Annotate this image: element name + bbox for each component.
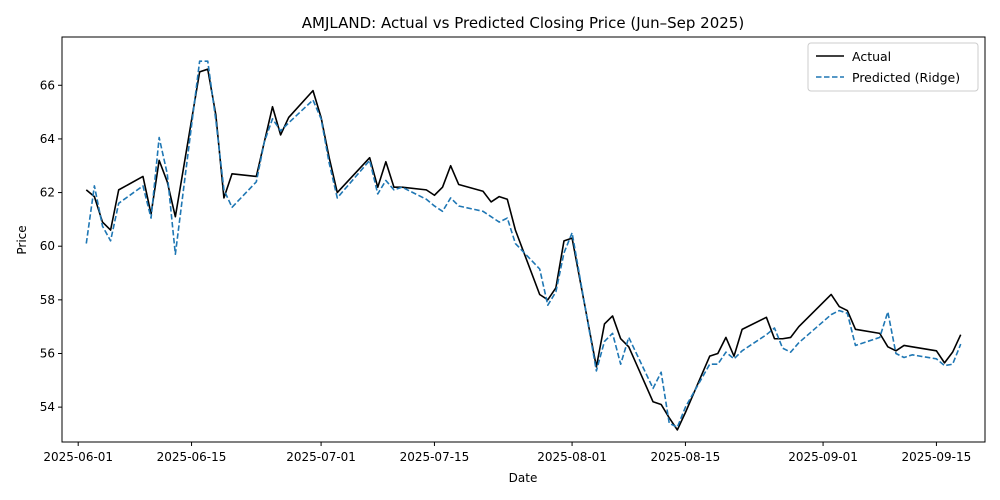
series-line-predicted [85,60,962,429]
plot-area [61,36,986,443]
y-tick-label: 54 [40,400,55,414]
legend: Actual Predicted (Ridge) [807,42,979,92]
x-tick-label: 2025-07-15 [400,450,470,464]
y-tick-label: 60 [40,239,55,253]
y-tick-label: 64 [40,132,55,146]
x-tick-label: 2025-06-15 [157,450,227,464]
x-tick-label: 2025-06-01 [43,450,113,464]
plot-frame [61,36,986,443]
x-tick-label: 2025-08-01 [537,450,607,464]
x-tick-label: 2025-07-01 [286,450,356,464]
y-tick-label: 58 [40,293,55,307]
legend-label-predicted: Predicted (Ridge) [852,70,960,85]
x-tick-label: 2025-09-15 [902,450,972,464]
y-tick-label: 66 [40,78,55,92]
x-axis: 2025-06-01 2025-06-15 2025-07-01 2025-07-15… [43,442,971,464]
series-line-actual [85,68,962,431]
chart-title: AMJLAND: Actual vs Predicted Closing Pri… [302,14,744,32]
legend-label-actual: Actual [852,49,891,64]
y-tick-label: 62 [40,186,55,200]
y-axis-label: Price [15,225,29,254]
y-tick-label: 56 [40,346,55,360]
legend-box [807,42,979,92]
x-tick-label: 2025-08-15 [651,450,721,464]
y-axis: 54 56 58 60 62 64 66 [40,78,62,414]
x-axis-label: Date [509,471,538,485]
x-tick-label: 2025-09-01 [788,450,858,464]
